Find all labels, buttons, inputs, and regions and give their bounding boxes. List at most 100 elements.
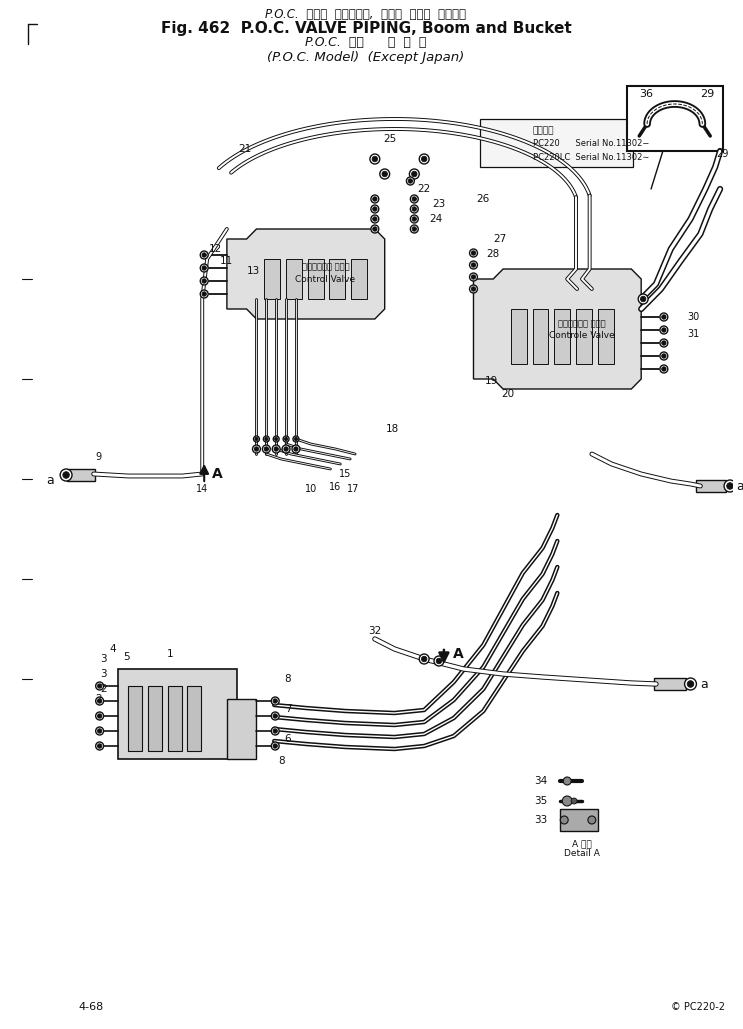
Circle shape <box>373 197 377 202</box>
Circle shape <box>410 225 418 233</box>
Circle shape <box>421 657 427 662</box>
Circle shape <box>371 225 379 233</box>
Text: a: a <box>701 677 708 690</box>
Text: (P.O.C. Model)  (Except Japan): (P.O.C. Model) (Except Japan) <box>267 50 464 64</box>
Text: 3: 3 <box>100 669 107 679</box>
Text: 27: 27 <box>493 234 507 244</box>
Circle shape <box>471 275 476 279</box>
Bar <box>560 809 598 831</box>
Circle shape <box>63 471 69 478</box>
Text: 20: 20 <box>502 389 515 399</box>
Bar <box>286 259 302 299</box>
Circle shape <box>253 445 260 453</box>
Circle shape <box>285 437 288 440</box>
Circle shape <box>470 285 478 293</box>
Circle shape <box>684 678 696 690</box>
Circle shape <box>293 447 298 451</box>
Circle shape <box>96 742 103 750</box>
Text: 19: 19 <box>484 376 498 386</box>
Circle shape <box>380 169 389 179</box>
Text: 33: 33 <box>534 815 548 825</box>
Circle shape <box>273 714 277 718</box>
Circle shape <box>274 447 279 451</box>
Circle shape <box>201 251 208 259</box>
Bar <box>554 309 570 364</box>
Text: Control Valve: Control Valve <box>296 275 356 284</box>
Text: 15: 15 <box>339 469 351 480</box>
Circle shape <box>263 436 269 442</box>
Circle shape <box>563 777 571 785</box>
Circle shape <box>97 714 102 718</box>
Text: 34: 34 <box>534 776 548 786</box>
Bar <box>654 678 686 690</box>
Text: 12: 12 <box>209 244 221 254</box>
Circle shape <box>409 169 419 179</box>
Circle shape <box>201 290 208 298</box>
Text: 6: 6 <box>285 734 291 744</box>
Text: 11: 11 <box>220 256 233 267</box>
Circle shape <box>97 744 102 748</box>
Circle shape <box>382 171 387 177</box>
Text: 21: 21 <box>238 144 251 154</box>
Bar <box>351 259 367 299</box>
Circle shape <box>201 264 208 272</box>
Text: Detail A: Detail A <box>564 850 600 858</box>
Circle shape <box>282 445 290 453</box>
Text: a: a <box>736 480 743 493</box>
Circle shape <box>294 437 297 440</box>
Text: P.O.C.  仕様      海  外  向: P.O.C. 仕様 海 外 向 <box>305 36 426 49</box>
Circle shape <box>255 437 258 440</box>
Circle shape <box>419 654 429 664</box>
Circle shape <box>273 699 277 703</box>
Text: 32: 32 <box>369 626 381 636</box>
Circle shape <box>687 681 694 687</box>
Circle shape <box>470 249 478 257</box>
Circle shape <box>371 215 379 223</box>
Text: 24: 24 <box>429 214 443 224</box>
Text: A: A <box>212 467 222 481</box>
Circle shape <box>373 226 377 232</box>
Bar <box>168 686 181 751</box>
Circle shape <box>660 365 668 372</box>
Circle shape <box>571 799 577 804</box>
Circle shape <box>660 339 668 347</box>
Circle shape <box>265 447 268 451</box>
Circle shape <box>273 729 277 734</box>
Circle shape <box>724 480 736 492</box>
Text: 14: 14 <box>196 484 208 494</box>
Circle shape <box>727 483 733 490</box>
Circle shape <box>272 445 280 453</box>
Bar <box>533 309 548 364</box>
Bar <box>481 119 633 167</box>
Circle shape <box>471 287 476 291</box>
Circle shape <box>96 728 103 735</box>
Text: 2: 2 <box>95 694 102 704</box>
Circle shape <box>638 294 648 304</box>
Circle shape <box>273 744 277 748</box>
Circle shape <box>412 207 417 211</box>
Text: 8: 8 <box>278 756 285 766</box>
Circle shape <box>265 437 268 440</box>
Bar <box>265 259 280 299</box>
Circle shape <box>660 326 668 334</box>
Bar <box>329 259 345 299</box>
Bar <box>696 480 726 492</box>
Text: 17: 17 <box>347 484 360 494</box>
Text: 29: 29 <box>716 149 729 159</box>
Circle shape <box>254 447 259 451</box>
Circle shape <box>662 315 666 319</box>
Text: 23: 23 <box>432 199 446 209</box>
Circle shape <box>371 196 379 203</box>
Text: Controle Valve: Controle Valve <box>549 331 615 341</box>
Circle shape <box>97 729 102 734</box>
Circle shape <box>640 296 646 301</box>
Bar <box>511 309 527 364</box>
Circle shape <box>470 261 478 269</box>
Text: P.O.C.  バルブ  パイピング,  ブーム  および  バケット: P.O.C. バルブ パイピング, ブーム および バケット <box>265 7 467 21</box>
Circle shape <box>202 292 207 296</box>
Text: Fig. 462  P.O.C. VALVE PIPING, Boom and Bucket: Fig. 462 P.O.C. VALVE PIPING, Boom and B… <box>160 21 571 35</box>
Circle shape <box>471 251 476 255</box>
Circle shape <box>408 179 412 183</box>
Circle shape <box>436 659 441 664</box>
Circle shape <box>292 445 300 453</box>
